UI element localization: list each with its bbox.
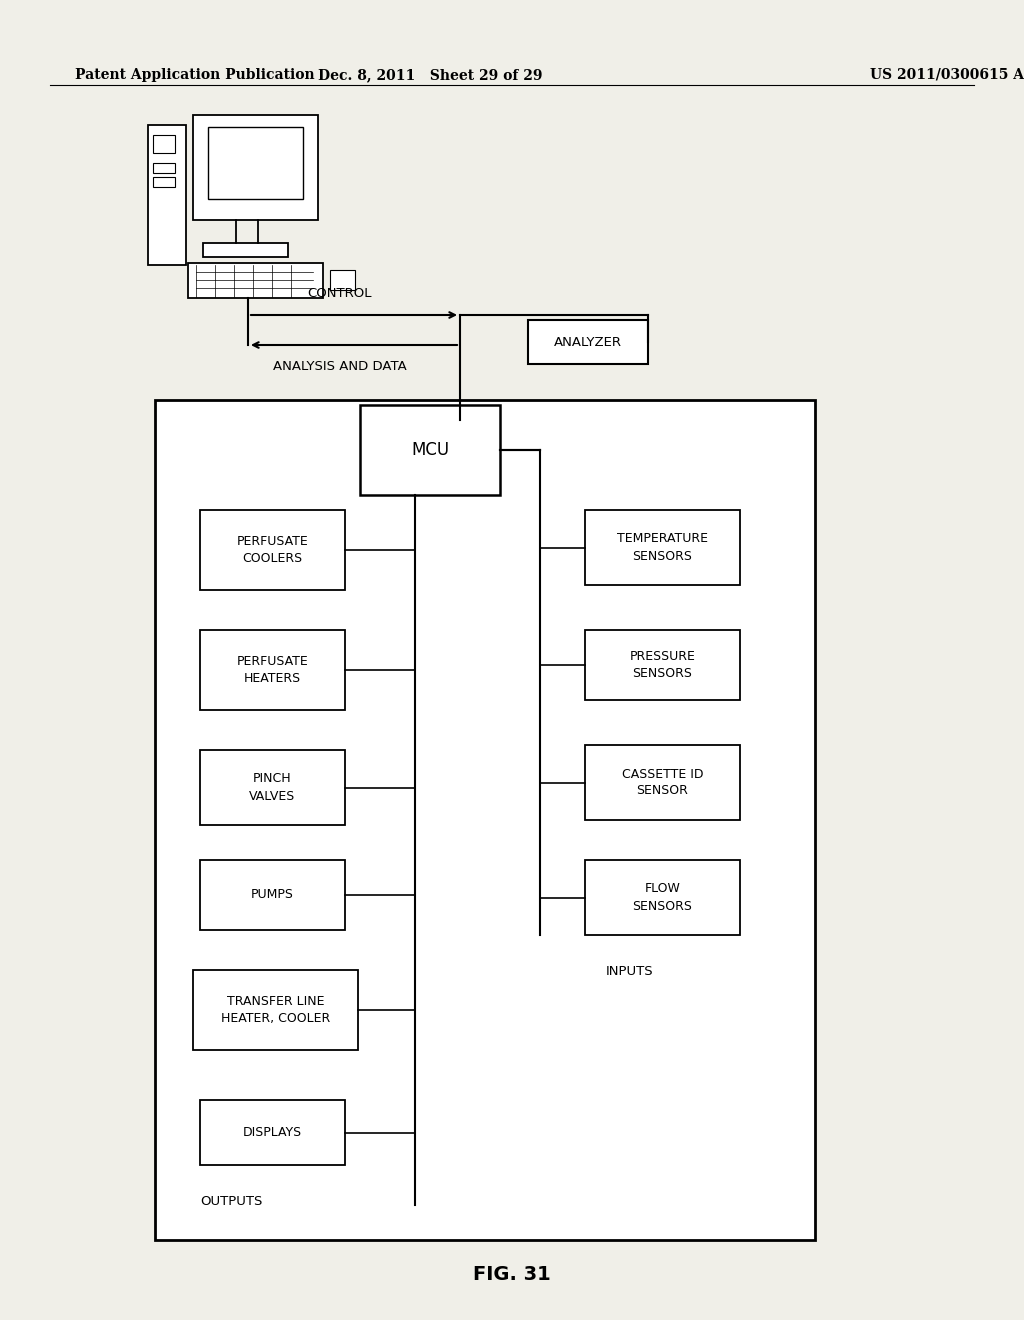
Text: PERFUSATE
HEATERS: PERFUSATE HEATERS — [237, 655, 308, 685]
Text: TRANSFER LINE
HEATER, COOLER: TRANSFER LINE HEATER, COOLER — [221, 995, 330, 1026]
Text: US 2011/0300615 A1: US 2011/0300615 A1 — [870, 69, 1024, 82]
Text: Patent Application Publication: Patent Application Publication — [75, 69, 314, 82]
Bar — [585, 510, 740, 585]
Bar — [153, 177, 175, 187]
Bar — [585, 861, 740, 935]
Bar — [200, 861, 345, 931]
Text: TEMPERATURE
SENSORS: TEMPERATURE SENSORS — [617, 532, 708, 562]
Bar — [585, 744, 740, 820]
Text: ANALYZER: ANALYZER — [554, 335, 622, 348]
Text: Dec. 8, 2011   Sheet 29 of 29: Dec. 8, 2011 Sheet 29 of 29 — [317, 69, 543, 82]
Text: PRESSURE
SENSORS: PRESSURE SENSORS — [630, 649, 695, 680]
Bar — [585, 630, 740, 700]
Text: CASSETTE ID
SENSOR: CASSETTE ID SENSOR — [622, 767, 703, 797]
Bar — [203, 243, 288, 257]
Bar — [155, 400, 815, 1239]
Text: PINCH
VALVES: PINCH VALVES — [250, 772, 296, 803]
Text: INPUTS: INPUTS — [606, 965, 653, 978]
Bar — [200, 750, 345, 825]
Bar — [330, 271, 355, 290]
Bar — [153, 135, 175, 153]
Text: OUTPUTS: OUTPUTS — [200, 1195, 262, 1208]
Bar — [528, 319, 648, 364]
Text: PUMPS: PUMPS — [251, 888, 294, 902]
Bar — [200, 510, 345, 590]
Text: ANALYSIS AND DATA: ANALYSIS AND DATA — [273, 360, 407, 374]
Bar — [200, 630, 345, 710]
Bar — [200, 1100, 345, 1166]
Text: CONTROL: CONTROL — [308, 286, 373, 300]
Text: PERFUSATE
COOLERS: PERFUSATE COOLERS — [237, 535, 308, 565]
Bar — [188, 263, 323, 298]
Bar — [193, 970, 358, 1049]
Text: DISPLAYS: DISPLAYS — [243, 1126, 302, 1139]
Bar — [360, 405, 500, 495]
Text: FLOW
SENSORS: FLOW SENSORS — [633, 883, 692, 912]
Text: FIG. 31: FIG. 31 — [473, 1266, 551, 1284]
Bar — [148, 125, 186, 265]
Text: MCU: MCU — [411, 441, 450, 459]
Bar — [208, 127, 303, 199]
Bar — [153, 162, 175, 173]
Bar — [193, 115, 318, 220]
